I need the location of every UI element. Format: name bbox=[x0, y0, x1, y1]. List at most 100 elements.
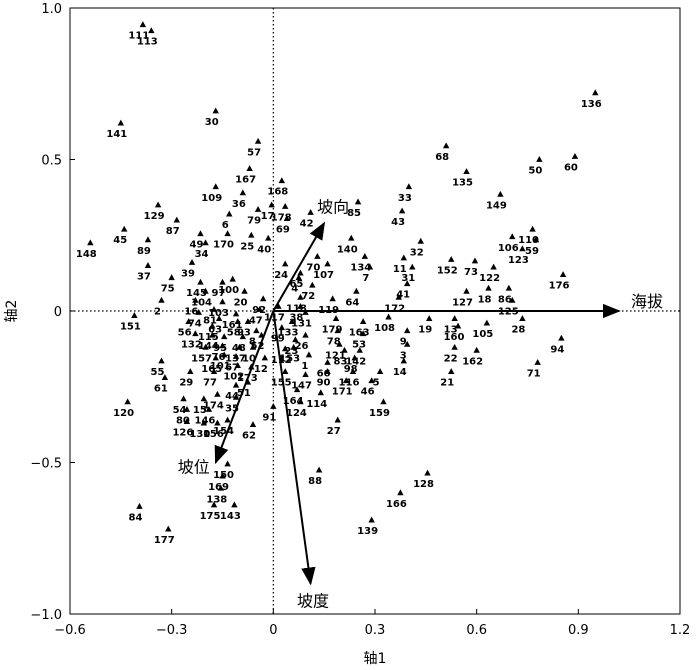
point-marker bbox=[270, 402, 277, 409]
point-label: 59 bbox=[525, 246, 539, 257]
point-label: 88 bbox=[308, 476, 322, 487]
point-label: 133 bbox=[278, 328, 299, 339]
point-marker bbox=[297, 269, 304, 276]
point-marker bbox=[536, 156, 543, 162]
point-label: 129 bbox=[144, 211, 165, 222]
point-label: 35 bbox=[225, 403, 239, 414]
point-marker bbox=[519, 315, 526, 321]
point-marker bbox=[398, 207, 406, 214]
point-marker bbox=[307, 209, 314, 215]
point-marker bbox=[161, 374, 169, 381]
point-label: 151 bbox=[120, 322, 141, 333]
x-tick-label: −0.6 bbox=[54, 623, 86, 638]
point-marker bbox=[342, 377, 350, 384]
point-marker bbox=[124, 398, 131, 405]
point-label: 91 bbox=[262, 412, 276, 423]
point-marker bbox=[87, 239, 94, 246]
point-marker bbox=[497, 190, 504, 197]
point-label: 122 bbox=[479, 273, 500, 284]
point-marker bbox=[234, 318, 241, 325]
point-marker bbox=[297, 398, 304, 405]
point-label: 144 bbox=[198, 341, 219, 352]
point-marker bbox=[173, 216, 180, 223]
point-label: 53 bbox=[352, 340, 366, 351]
point-marker bbox=[314, 252, 321, 259]
point-label: 168 bbox=[267, 187, 288, 198]
point-label: 79 bbox=[247, 215, 261, 226]
point-label: 123 bbox=[508, 255, 529, 266]
point-label: 32 bbox=[410, 247, 424, 258]
point-marker bbox=[209, 322, 216, 329]
point-label: 8 bbox=[249, 337, 256, 348]
point-marker bbox=[302, 331, 309, 338]
point-label: 126 bbox=[172, 428, 193, 439]
point-marker bbox=[200, 395, 208, 402]
point-marker bbox=[329, 295, 336, 302]
point-marker bbox=[292, 336, 299, 343]
point-label: 31 bbox=[401, 273, 415, 284]
point-label: 170 bbox=[213, 240, 234, 251]
point-label: 10 bbox=[242, 353, 256, 364]
point-label: 51 bbox=[237, 388, 251, 399]
point-marker bbox=[341, 346, 348, 353]
point-label: 175 bbox=[200, 511, 221, 522]
point-marker bbox=[281, 345, 289, 352]
point-label: 140 bbox=[337, 244, 358, 255]
y-tick-label: 0 bbox=[54, 305, 62, 320]
point-label: 134 bbox=[350, 262, 371, 273]
point-marker bbox=[219, 472, 226, 479]
point-marker bbox=[353, 287, 360, 294]
point-label: 95 bbox=[213, 343, 227, 354]
point-label: 148 bbox=[76, 249, 97, 260]
point-label: 130 bbox=[189, 429, 210, 440]
point-marker bbox=[131, 312, 138, 318]
point-marker bbox=[315, 466, 323, 473]
point-label: 62 bbox=[242, 431, 256, 442]
point-label: 28 bbox=[511, 325, 525, 336]
point-label: 55 bbox=[151, 367, 165, 378]
point-marker bbox=[232, 352, 240, 359]
point-marker bbox=[356, 346, 363, 353]
point-label: 114 bbox=[306, 399, 327, 410]
point-label: 80 bbox=[176, 415, 190, 426]
point-marker bbox=[254, 205, 262, 212]
point-label: 65 bbox=[289, 279, 303, 290]
point-label: 5 bbox=[373, 378, 380, 389]
point-marker bbox=[334, 416, 341, 423]
point-marker bbox=[324, 260, 331, 267]
point-label: 46 bbox=[361, 387, 375, 398]
point-label: 70 bbox=[306, 262, 320, 273]
point-marker bbox=[281, 368, 289, 374]
point-label: 102 bbox=[223, 372, 244, 383]
point-label: 169 bbox=[208, 482, 229, 493]
point-label: 90 bbox=[317, 378, 331, 389]
point-label: 138 bbox=[206, 494, 227, 505]
point-label: 109 bbox=[201, 193, 222, 204]
y-tick-label: 0.5 bbox=[41, 154, 62, 169]
point-marker bbox=[359, 318, 367, 325]
point-marker bbox=[395, 293, 402, 300]
point-marker bbox=[202, 239, 209, 246]
point-label: 19 bbox=[418, 325, 432, 336]
point-label: 87 bbox=[166, 226, 180, 237]
point-label: 98 bbox=[344, 364, 358, 375]
point-marker bbox=[158, 357, 165, 364]
point-label: 13 bbox=[444, 325, 458, 336]
point-label: 7 bbox=[362, 273, 369, 284]
point-label: 30 bbox=[205, 117, 219, 128]
point-marker bbox=[192, 330, 199, 337]
point-marker bbox=[288, 318, 296, 325]
point-label: 54 bbox=[173, 405, 187, 416]
point-label: 135 bbox=[452, 178, 473, 189]
point-marker bbox=[261, 354, 269, 361]
point-marker bbox=[361, 252, 369, 259]
point-label: 4 bbox=[291, 284, 298, 295]
point-label: 121 bbox=[325, 350, 346, 361]
point-marker bbox=[309, 281, 316, 288]
point-label: 58 bbox=[227, 328, 241, 339]
x-tick-label: 1.2 bbox=[670, 623, 691, 638]
point-label: 152 bbox=[437, 265, 458, 276]
point-marker bbox=[192, 296, 199, 303]
point-label: 93 bbox=[237, 328, 251, 339]
